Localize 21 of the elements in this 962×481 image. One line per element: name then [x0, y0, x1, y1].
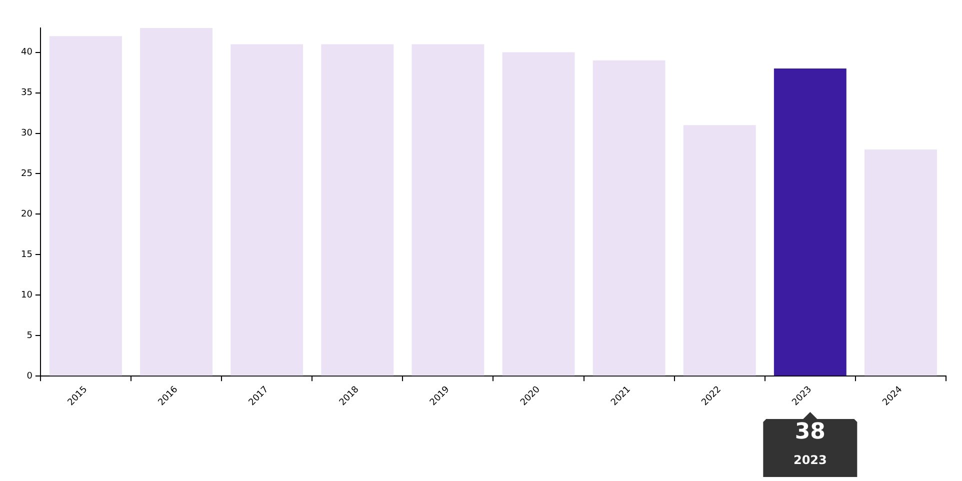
y-tick-label: 10	[21, 290, 33, 301]
bar	[502, 52, 575, 376]
y-tick-label: 15	[21, 250, 32, 260]
category-label: 2023	[793, 453, 827, 468]
bar	[412, 44, 484, 376]
bar	[50, 36, 122, 376]
y-tick-label: 5	[26, 331, 32, 342]
y-tick-label: 30	[21, 128, 33, 139]
bar	[140, 28, 213, 376]
y-tick-label: 20	[21, 210, 33, 220]
y-tick-label: 0	[26, 372, 33, 382]
bar	[774, 68, 846, 376]
bar	[683, 125, 756, 376]
y-tick-label: 35	[21, 88, 32, 98]
bar	[321, 44, 394, 376]
bar	[864, 149, 937, 376]
y-tick-label: 25	[21, 169, 32, 180]
y-tick-label: 40	[21, 48, 33, 58]
bar	[592, 60, 666, 376]
bar	[230, 44, 304, 376]
data-label: 38	[794, 420, 826, 445]
